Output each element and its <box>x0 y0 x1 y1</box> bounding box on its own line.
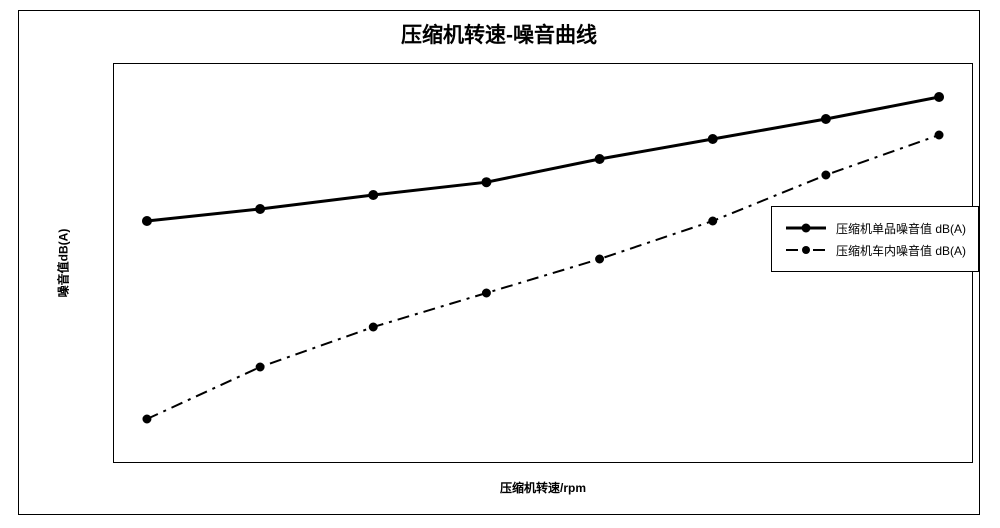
legend-swatch <box>784 243 828 257</box>
series-marker <box>595 155 604 164</box>
series-marker <box>935 131 943 139</box>
series-line <box>147 135 939 419</box>
series-marker <box>482 289 490 297</box>
chart-outer-frame: 压缩机转速-噪音曲线 噪音值dB(A) 压缩机转速/rpm 压缩机单品噪音值 d… <box>18 10 980 515</box>
series-line <box>147 97 939 221</box>
series-marker <box>369 323 377 331</box>
y-axis-label: 噪音值dB(A) <box>55 229 72 298</box>
series-marker <box>143 415 151 423</box>
series-marker <box>935 93 944 102</box>
legend-item: 压缩机车内噪音值 dB(A) <box>784 239 966 261</box>
series-marker <box>709 217 717 225</box>
legend-item: 压缩机单品噪音值 dB(A) <box>784 217 966 239</box>
series-marker <box>596 255 604 263</box>
legend-swatch <box>784 221 828 235</box>
series-marker <box>256 205 265 214</box>
legend: 压缩机单品噪音值 dB(A) 压缩机车内噪音值 dB(A) <box>771 206 979 272</box>
series-marker <box>482 178 491 187</box>
x-axis-label: 压缩机转速/rpm <box>113 479 973 496</box>
legend-label: 压缩机车内噪音值 dB(A) <box>836 242 966 259</box>
series-marker <box>708 135 717 144</box>
series-marker <box>821 115 830 124</box>
legend-label: 压缩机单品噪音值 dB(A) <box>836 220 966 237</box>
series-marker <box>256 363 264 371</box>
series-marker <box>369 191 378 200</box>
series-marker <box>142 217 151 226</box>
series-marker <box>822 171 830 179</box>
chart-title: 压缩机转速-噪音曲线 <box>19 19 979 49</box>
